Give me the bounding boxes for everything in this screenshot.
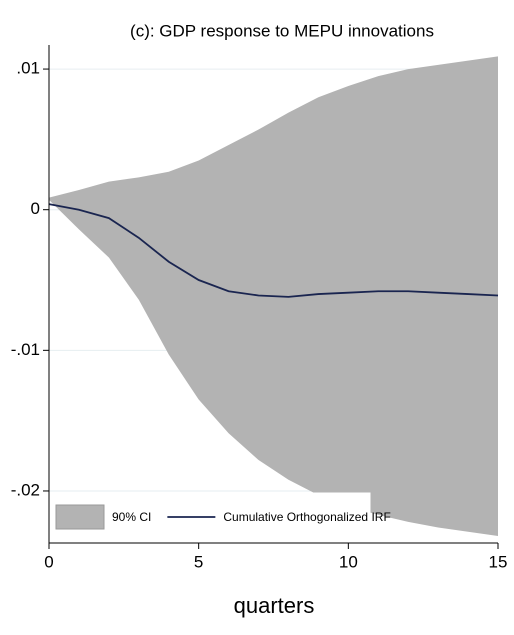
legend-swatch xyxy=(55,504,105,530)
y-tick-label: 0 xyxy=(31,199,40,218)
chart-title: (c): GDP response to MEPU innovations xyxy=(130,21,434,40)
x-axis-label: quarters xyxy=(234,593,315,618)
x-tick-label: 15 xyxy=(489,552,508,571)
x-tick-label: 0 xyxy=(44,552,53,571)
y-tick-label: .01 xyxy=(16,59,40,78)
x-tick-label: 10 xyxy=(339,552,358,571)
plot xyxy=(48,56,499,536)
y-tick-label: -.02 xyxy=(11,480,40,499)
x-tick-label: 5 xyxy=(194,552,203,571)
legend-label: 90% CI xyxy=(112,510,151,524)
legend-label: Cumulative Orthogonalized IRF xyxy=(223,510,390,524)
irf-line xyxy=(48,203,499,298)
y-tick-label: -.01 xyxy=(11,340,40,359)
